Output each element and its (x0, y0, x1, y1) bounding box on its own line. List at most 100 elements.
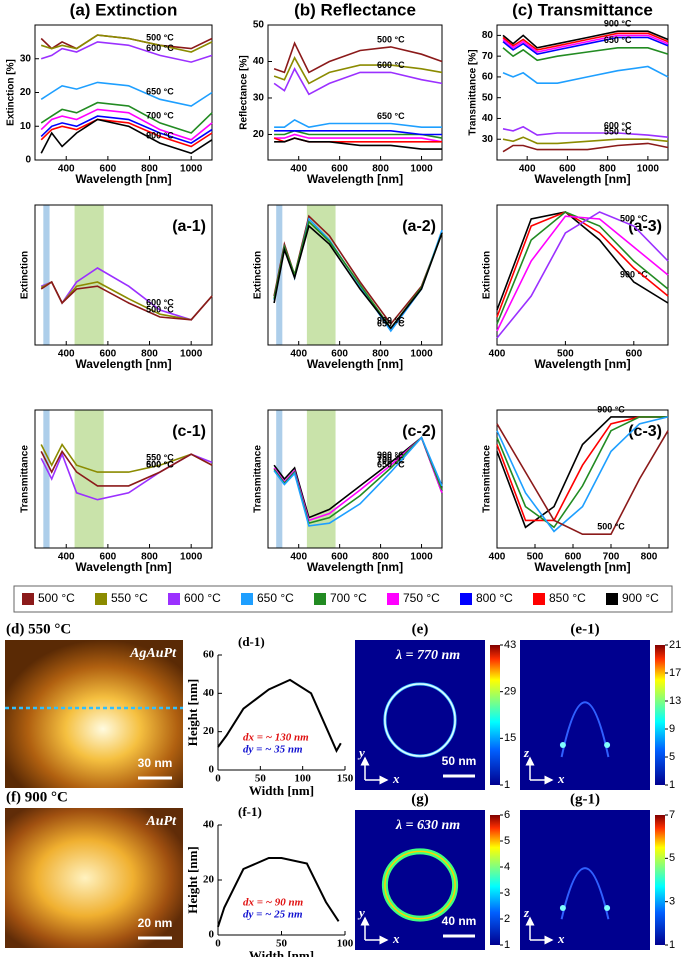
wavelength-label: λ = 770 nm (395, 648, 460, 663)
curve (502, 125, 669, 138)
legend-label: 900 °C (622, 591, 659, 605)
y-tick-label: 60 (203, 649, 215, 661)
panel-label: (c-2) (402, 423, 436, 440)
plot-frame (267, 204, 443, 346)
y-tick-label: 20 (20, 87, 32, 98)
curve (40, 101, 213, 134)
legend-label: 750 °C (403, 591, 440, 605)
legend-swatch (387, 593, 399, 605)
curve (40, 115, 213, 144)
curve-label: 500 °C (377, 34, 405, 44)
curve (40, 81, 213, 107)
x-tick-label: 0 (215, 773, 221, 785)
field-ring-core (384, 850, 456, 920)
y-tick-label: 20 (203, 874, 215, 886)
curve (502, 142, 669, 153)
highlight-band (306, 410, 336, 548)
curve (496, 416, 669, 533)
curve-label: 600 °C (146, 43, 174, 53)
x-tick-label: 50 (255, 773, 267, 785)
panel-label: (e) (412, 621, 429, 637)
curve (40, 442, 213, 473)
x-tick-label: 1000 (180, 164, 203, 175)
curve-label: 500 °C (597, 522, 625, 532)
curve-label: 650 °C (604, 35, 632, 45)
curve (40, 280, 213, 321)
curve-label: 900 °C (377, 316, 405, 326)
y-axis-label: Transmittance (253, 445, 264, 513)
curve-label: 650 °C (377, 459, 405, 469)
colorbar-label: 7 (669, 809, 675, 821)
y-tick-label: 20 (203, 725, 215, 737)
annotation: dx = ~ 130 nm (243, 732, 309, 744)
colorbar-label: 1 (669, 779, 675, 791)
y-axis-label: Transmittance (20, 445, 31, 513)
legend-label: 650 °C (257, 591, 294, 605)
x-tick-label: 400 (58, 552, 75, 563)
x-tick-label: 800 (641, 552, 658, 563)
field-map (355, 810, 485, 950)
curve (273, 41, 443, 74)
colorbar-label: 1 (669, 939, 675, 951)
curve-label: 750 °C (377, 453, 405, 463)
axis-letter: x (392, 931, 400, 946)
hotspot (604, 742, 611, 748)
field-map (520, 810, 650, 950)
curve-label: 600 °C (146, 459, 174, 469)
legend-swatch (95, 593, 107, 605)
legend-label: 500 °C (38, 591, 75, 605)
y-tick-label: 50 (482, 92, 494, 103)
x-tick-label: 500 (557, 349, 574, 360)
colorbar-label: 3 (504, 887, 510, 899)
panel-label: (g-1) (570, 791, 600, 807)
curve (273, 436, 443, 525)
legend-swatch (533, 593, 545, 605)
curve (40, 41, 213, 63)
legend-swatch (241, 593, 253, 605)
colorbar-label: 1 (504, 939, 510, 951)
curve-label: 500 °C (146, 459, 174, 469)
y-axis-label: Transmittance (482, 445, 493, 513)
colorbar (655, 815, 665, 945)
curve (40, 267, 213, 321)
scale-label: 40 nm (442, 914, 477, 928)
x-tick-label: 0 (215, 938, 221, 950)
curve (496, 211, 669, 311)
material-label: AuPt (145, 814, 177, 829)
x-tick-label: 600 (331, 552, 348, 563)
legend-swatch (168, 593, 180, 605)
y-tick-label: 70 (482, 51, 494, 62)
axis-letter: x (557, 771, 565, 786)
y-tick-label: 30 (20, 53, 32, 64)
curve (273, 436, 443, 522)
x-tick-label: 800 (141, 349, 158, 360)
annotation: dy = ~ 35 nm (243, 744, 303, 756)
panel-label: (f-1) (238, 804, 262, 819)
x-tick-label: 600 (331, 164, 348, 175)
curve (502, 34, 669, 53)
curve-label: 900 °C (146, 131, 174, 141)
x-tick-label: 800 (141, 552, 158, 563)
panel-label: (g) (411, 791, 429, 807)
hotspot (604, 905, 611, 911)
curve-label: 500 °C (620, 213, 648, 223)
y-tick-label: 30 (253, 93, 265, 104)
curve-label: 500 °C (146, 304, 174, 314)
curve (273, 217, 443, 333)
material-label: AgAuPt (129, 646, 177, 661)
colorbar-label: 5 (669, 751, 675, 763)
x-tick-label: 1000 (180, 349, 203, 360)
curve-label: 700 °C (146, 110, 174, 120)
highlight-band (306, 205, 336, 345)
curve (40, 452, 213, 501)
x-tick-label: 600 (559, 164, 576, 175)
wavelength-label: λ = 630 nm (395, 818, 460, 833)
highlight-band (43, 205, 50, 345)
plot-frame (267, 409, 443, 549)
colorbar-label: 17 (669, 667, 681, 679)
y-tick-label: 80 (482, 30, 494, 41)
colorbar (490, 815, 500, 945)
y-tick-label: 10 (20, 121, 32, 132)
legend-label: 550 °C (111, 591, 148, 605)
x-axis-label: Wavelength [nm] (307, 172, 403, 186)
